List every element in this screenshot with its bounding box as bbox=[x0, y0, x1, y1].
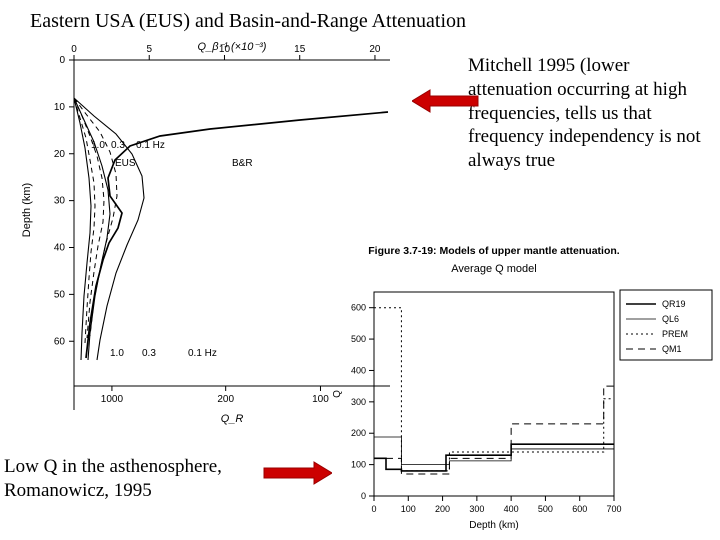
svg-text:QM1: QM1 bbox=[662, 344, 682, 354]
svg-text:5: 5 bbox=[146, 44, 152, 55]
svg-text:400: 400 bbox=[351, 365, 366, 375]
svg-text:0: 0 bbox=[71, 44, 77, 55]
svg-text:1.0: 1.0 bbox=[110, 348, 124, 359]
svg-text:200: 200 bbox=[435, 504, 450, 514]
svg-text:0: 0 bbox=[361, 491, 366, 501]
svg-text:60: 60 bbox=[54, 336, 66, 347]
svg-text:Q: Q bbox=[332, 390, 343, 398]
svg-text:30: 30 bbox=[54, 196, 66, 207]
svg-text:300: 300 bbox=[469, 504, 484, 514]
svg-text:Depth (km): Depth (km) bbox=[469, 520, 518, 531]
svg-text:EUS: EUS bbox=[115, 158, 136, 169]
svg-text:400: 400 bbox=[504, 504, 519, 514]
annotation-romanowicz-l2: Romanowicz, 1995 bbox=[4, 479, 222, 503]
title-text: Eastern USA (EUS) and Basin-and-Range At… bbox=[30, 10, 466, 32]
svg-text:15: 15 bbox=[294, 44, 306, 55]
svg-text:300: 300 bbox=[351, 397, 366, 407]
svg-text:700: 700 bbox=[606, 504, 621, 514]
chart-q-models: Figure 3.7-19: Models of upper mantle at… bbox=[322, 242, 718, 538]
svg-text:Q_β⁻¹ (×10⁻³): Q_β⁻¹ (×10⁻³) bbox=[198, 41, 267, 53]
svg-text:Average Q model: Average Q model bbox=[451, 263, 536, 275]
svg-text:PREM: PREM bbox=[662, 329, 688, 339]
svg-text:0.1 Hz: 0.1 Hz bbox=[136, 140, 165, 151]
svg-text:B&R: B&R bbox=[232, 158, 253, 169]
svg-text:0: 0 bbox=[59, 55, 65, 66]
svg-text:100: 100 bbox=[401, 504, 416, 514]
annotation-mitchell-text: Mitchell 1995 (lower attenuation occurri… bbox=[468, 55, 701, 171]
svg-text:0: 0 bbox=[371, 504, 376, 514]
svg-text:1.0: 1.0 bbox=[91, 140, 105, 151]
annotation-romanowicz-l1: Low Q in the asthenosphere, bbox=[4, 455, 222, 479]
svg-text:0.3: 0.3 bbox=[142, 348, 156, 359]
svg-text:500: 500 bbox=[351, 334, 366, 344]
svg-text:20: 20 bbox=[54, 149, 66, 160]
svg-text:1000: 1000 bbox=[101, 394, 124, 405]
svg-text:200: 200 bbox=[217, 394, 234, 405]
svg-text:QR19: QR19 bbox=[662, 299, 686, 309]
svg-text:0.3: 0.3 bbox=[111, 140, 125, 151]
svg-text:600: 600 bbox=[351, 303, 366, 313]
svg-text:Figure 3.7-19: Models of upper: Figure 3.7-19: Models of upper mantle at… bbox=[368, 245, 620, 257]
svg-text:20: 20 bbox=[369, 44, 381, 55]
annotation-romanowicz: Low Q in the asthenosphere, Romanowicz, … bbox=[4, 455, 222, 503]
annotation-mitchell: Mitchell 1995 (lower attenuation occurri… bbox=[468, 54, 718, 173]
svg-text:50: 50 bbox=[54, 289, 66, 300]
svg-text:500: 500 bbox=[538, 504, 553, 514]
arrow-left-icon bbox=[412, 88, 482, 114]
svg-text:100: 100 bbox=[351, 460, 366, 470]
svg-text:10: 10 bbox=[219, 44, 231, 55]
svg-text:Depth (km): Depth (km) bbox=[21, 183, 33, 237]
svg-text:10: 10 bbox=[54, 102, 66, 113]
page-title: Eastern USA (EUS) and Basin-and-Range At… bbox=[30, 10, 466, 33]
svg-text:600: 600 bbox=[572, 504, 587, 514]
svg-text:0.1 Hz: 0.1 Hz bbox=[188, 348, 217, 359]
svg-text:QL6: QL6 bbox=[662, 314, 679, 324]
svg-text:40: 40 bbox=[54, 243, 66, 254]
svg-text:Q_R: Q_R bbox=[221, 413, 244, 425]
svg-text:200: 200 bbox=[351, 428, 366, 438]
